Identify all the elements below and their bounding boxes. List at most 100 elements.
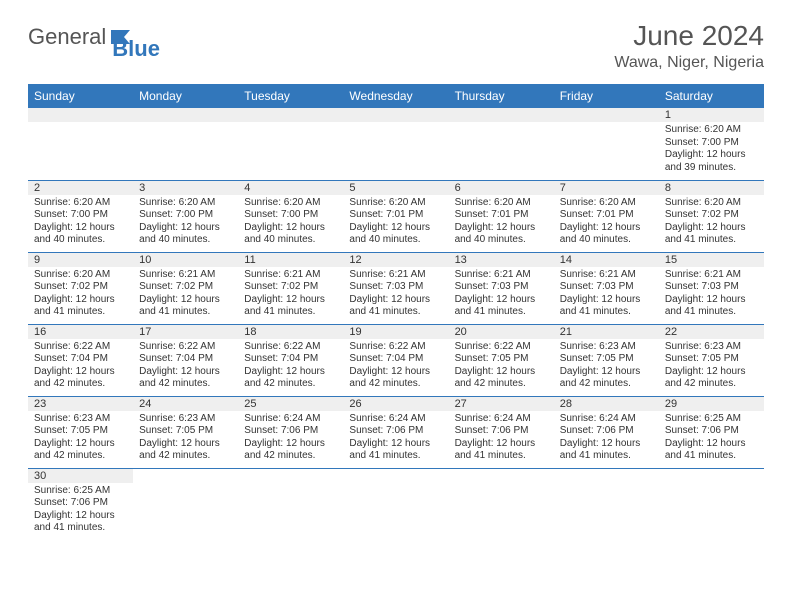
header: General Blue June 2024 Wawa, Niger, Nige… (28, 20, 764, 72)
cell-body: Sunrise: 6:20 AMSunset: 7:01 PMDaylight:… (554, 195, 659, 251)
cell-line-sunset: Sunset: 7:01 PM (349, 209, 442, 222)
day-number: 2 (28, 181, 133, 195)
cell-body: Sunrise: 6:22 AMSunset: 7:04 PMDaylight:… (133, 339, 238, 395)
day-number: 9 (28, 253, 133, 267)
cell-line-sunrise: Sunrise: 6:23 AM (665, 341, 758, 354)
day-number: 10 (133, 253, 238, 267)
cell-line-day2: and 40 minutes. (244, 234, 337, 247)
cell-body: Sunrise: 6:20 AMSunset: 7:02 PMDaylight:… (28, 267, 133, 323)
cell-line-sunrise: Sunrise: 6:22 AM (455, 341, 548, 354)
day-number: 16 (28, 325, 133, 339)
calendar-cell (343, 108, 448, 180)
cell-line-day1: Daylight: 12 hours (349, 438, 442, 451)
day-number: 30 (28, 469, 133, 483)
day-number: 14 (554, 253, 659, 267)
cell-line-day2: and 42 minutes. (34, 450, 127, 463)
title-block: June 2024 Wawa, Niger, Nigeria (614, 20, 764, 72)
cell-line-day2: and 42 minutes. (139, 450, 232, 463)
day-number: 28 (554, 397, 659, 411)
cell-line-sunset: Sunset: 7:00 PM (139, 209, 232, 222)
calendar-cell: 25Sunrise: 6:24 AMSunset: 7:06 PMDayligh… (238, 396, 343, 468)
cell-line-day2: and 41 minutes. (34, 522, 127, 535)
cell-body: Sunrise: 6:20 AMSunset: 7:00 PMDaylight:… (659, 122, 764, 178)
calendar-cell (133, 468, 238, 540)
cell-line-day1: Daylight: 12 hours (139, 294, 232, 307)
calendar-cell: 20Sunrise: 6:22 AMSunset: 7:05 PMDayligh… (449, 324, 554, 396)
cell-body: Sunrise: 6:21 AMSunset: 7:03 PMDaylight:… (554, 267, 659, 323)
empty-daynum (449, 108, 554, 122)
cell-line-sunrise: Sunrise: 6:20 AM (34, 197, 127, 210)
day-number: 26 (343, 397, 448, 411)
cell-body: Sunrise: 6:20 AMSunset: 7:01 PMDaylight:… (343, 195, 448, 251)
cell-line-day2: and 41 minutes. (665, 450, 758, 463)
cell-line-sunrise: Sunrise: 6:24 AM (244, 413, 337, 426)
cell-line-day1: Daylight: 12 hours (244, 438, 337, 451)
cell-body: Sunrise: 6:21 AMSunset: 7:03 PMDaylight:… (449, 267, 554, 323)
cell-line-sunset: Sunset: 7:00 PM (34, 209, 127, 222)
cell-line-day2: and 42 minutes. (560, 378, 653, 391)
calendar-cell: 16Sunrise: 6:22 AMSunset: 7:04 PMDayligh… (28, 324, 133, 396)
cell-line-sunrise: Sunrise: 6:21 AM (244, 269, 337, 282)
day-number: 13 (449, 253, 554, 267)
cell-line-day2: and 41 minutes. (34, 306, 127, 319)
cell-line-sunrise: Sunrise: 6:23 AM (139, 413, 232, 426)
cell-line-sunrise: Sunrise: 6:23 AM (34, 413, 127, 426)
day-number: 24 (133, 397, 238, 411)
cell-line-sunset: Sunset: 7:02 PM (665, 209, 758, 222)
cell-line-sunset: Sunset: 7:05 PM (455, 353, 548, 366)
cell-line-day1: Daylight: 12 hours (665, 366, 758, 379)
cell-line-sunrise: Sunrise: 6:20 AM (349, 197, 442, 210)
calendar-cell: 12Sunrise: 6:21 AMSunset: 7:03 PMDayligh… (343, 252, 448, 324)
cell-line-day1: Daylight: 12 hours (244, 366, 337, 379)
cell-line-day1: Daylight: 12 hours (665, 222, 758, 235)
cell-line-day2: and 40 minutes. (349, 234, 442, 247)
calendar-cell: 9Sunrise: 6:20 AMSunset: 7:02 PMDaylight… (28, 252, 133, 324)
cell-line-day1: Daylight: 12 hours (455, 222, 548, 235)
month-title: June 2024 (614, 20, 764, 52)
cell-line-sunset: Sunset: 7:04 PM (139, 353, 232, 366)
calendar-cell: 30Sunrise: 6:25 AMSunset: 7:06 PMDayligh… (28, 468, 133, 540)
calendar-cell: 29Sunrise: 6:25 AMSunset: 7:06 PMDayligh… (659, 396, 764, 468)
cell-line-day1: Daylight: 12 hours (244, 222, 337, 235)
weekday-header-row: Sunday Monday Tuesday Wednesday Thursday… (28, 84, 764, 108)
cell-body: Sunrise: 6:21 AMSunset: 7:03 PMDaylight:… (343, 267, 448, 323)
cell-body: Sunrise: 6:22 AMSunset: 7:04 PMDaylight:… (343, 339, 448, 395)
cell-line-sunrise: Sunrise: 6:24 AM (560, 413, 653, 426)
cell-body: Sunrise: 6:21 AMSunset: 7:03 PMDaylight:… (659, 267, 764, 323)
cell-line-sunrise: Sunrise: 6:20 AM (244, 197, 337, 210)
cell-line-day1: Daylight: 12 hours (560, 366, 653, 379)
weekday-header: Friday (554, 84, 659, 108)
calendar-row: 9Sunrise: 6:20 AMSunset: 7:02 PMDaylight… (28, 252, 764, 324)
cell-line-day2: and 41 minutes. (139, 306, 232, 319)
cell-line-sunset: Sunset: 7:05 PM (665, 353, 758, 366)
day-number: 5 (343, 181, 448, 195)
calendar-row: 16Sunrise: 6:22 AMSunset: 7:04 PMDayligh… (28, 324, 764, 396)
calendar-cell (133, 108, 238, 180)
cell-line-sunset: Sunset: 7:05 PM (560, 353, 653, 366)
cell-line-day1: Daylight: 12 hours (665, 294, 758, 307)
cell-line-sunset: Sunset: 7:01 PM (560, 209, 653, 222)
cell-line-day2: and 40 minutes. (455, 234, 548, 247)
calendar-row: 1Sunrise: 6:20 AMSunset: 7:00 PMDaylight… (28, 108, 764, 180)
brand-logo: General Blue (28, 24, 160, 50)
cell-line-sunrise: Sunrise: 6:20 AM (455, 197, 548, 210)
cell-body: Sunrise: 6:23 AMSunset: 7:05 PMDaylight:… (28, 411, 133, 467)
calendar-cell: 7Sunrise: 6:20 AMSunset: 7:01 PMDaylight… (554, 180, 659, 252)
calendar-cell (238, 468, 343, 540)
cell-line-day1: Daylight: 12 hours (34, 222, 127, 235)
calendar-cell: 26Sunrise: 6:24 AMSunset: 7:06 PMDayligh… (343, 396, 448, 468)
cell-line-day2: and 42 minutes. (244, 378, 337, 391)
cell-line-sunset: Sunset: 7:05 PM (34, 425, 127, 438)
cell-line-day1: Daylight: 12 hours (560, 438, 653, 451)
calendar-cell: 17Sunrise: 6:22 AMSunset: 7:04 PMDayligh… (133, 324, 238, 396)
day-number: 15 (659, 253, 764, 267)
day-number: 25 (238, 397, 343, 411)
cell-line-day2: and 41 minutes. (455, 450, 548, 463)
cell-body: Sunrise: 6:21 AMSunset: 7:02 PMDaylight:… (133, 267, 238, 323)
cell-body: Sunrise: 6:20 AMSunset: 7:00 PMDaylight:… (238, 195, 343, 251)
cell-body: Sunrise: 6:24 AMSunset: 7:06 PMDaylight:… (554, 411, 659, 467)
cell-line-sunset: Sunset: 7:06 PM (665, 425, 758, 438)
cell-line-sunset: Sunset: 7:03 PM (560, 281, 653, 294)
cell-line-sunrise: Sunrise: 6:22 AM (139, 341, 232, 354)
cell-line-sunrise: Sunrise: 6:24 AM (349, 413, 442, 426)
